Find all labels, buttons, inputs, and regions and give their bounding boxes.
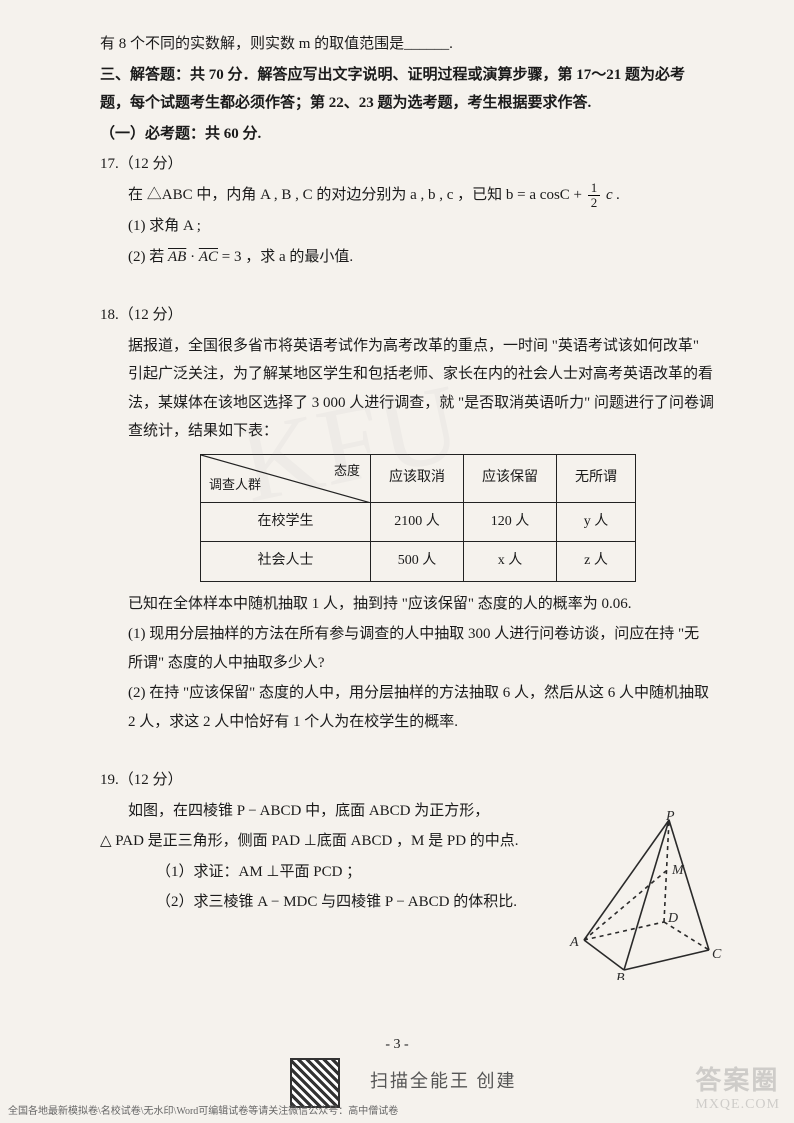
- q17-frac-num: 1: [588, 181, 601, 196]
- qrcode-label: 扫描全能王 创建: [370, 1067, 517, 1093]
- section3-header: 三、解答题：共 70 分．解答应写出文字说明、证明过程或演算步骤，第 17～21…: [100, 61, 714, 118]
- cell: 500 人: [371, 542, 464, 582]
- table-row: 在校学生 2100 人 120 人 y 人: [201, 502, 636, 542]
- label-B: B: [616, 971, 625, 980]
- q17-p2-pre: (2) 若: [128, 249, 168, 265]
- q18-para1: 据报道，全国很多省市将英语考试作为高考改革的重点，一时间 "英语考试该如何改革"…: [100, 332, 714, 446]
- cell: y 人: [557, 502, 636, 542]
- watermark-br-bot: MXQE.COM: [695, 1097, 780, 1113]
- q17-part2: (2) 若 AB · AC = 3 ，求 a 的最小值.: [100, 243, 714, 272]
- col-header: 应该取消: [371, 454, 464, 502]
- subsection-required: （一）必考题：共 60 分.: [100, 120, 714, 149]
- pyramid-figure: P A B C D M: [554, 810, 734, 980]
- cell: 2100 人: [371, 502, 464, 542]
- label-A: A: [569, 935, 579, 950]
- q17-body-text: 在 △ABC 中，内角 A , B , C 的对边分别为 a , b , c ，…: [128, 187, 582, 203]
- q18-part1: (1) 现用分层抽样的方法在所有参与调查的人中抽取 300 人进行问卷访谈，问应…: [100, 620, 714, 677]
- q18-para2: 已知在全体样本中随机抽取 1 人，抽到持 "应该保留" 态度的人的概率为 0.0…: [100, 590, 714, 619]
- q17-body-tail: c .: [606, 187, 620, 203]
- cell: x 人: [464, 542, 557, 582]
- col-header: 应该保留: [464, 454, 557, 502]
- diag-top-label: 态度: [334, 459, 360, 484]
- table-row: 社会人士 500 人 x 人 z 人: [201, 542, 636, 582]
- top-fragment: 有 8 个不同的实数解，则实数 m 的取值范围是______.: [100, 30, 714, 59]
- q19-number: 19.（12 分）: [100, 766, 714, 795]
- q17-vec-ab: AB: [168, 249, 186, 265]
- label-C: C: [712, 947, 722, 962]
- label-D: D: [667, 911, 678, 926]
- row-label: 在校学生: [201, 502, 371, 542]
- q18-number: 18.（12 分）: [100, 301, 714, 330]
- watermark-bottom-left: 全国各地最新模拟卷\名校试卷\无水印\Word可编辑试卷等请关注微信公众号：高中…: [8, 1102, 398, 1117]
- label-M: M: [671, 863, 685, 878]
- q17-frac-den: 2: [588, 196, 601, 210]
- q17-fraction: 1 2: [588, 181, 601, 211]
- diag-bot-label: 调查人群: [209, 473, 261, 498]
- table-diagonal-cell: 态度 调查人群: [201, 454, 371, 502]
- cell: 120 人: [464, 502, 557, 542]
- page-number: - 3 -: [385, 1037, 408, 1053]
- q17-vec-ac: AC: [199, 249, 218, 265]
- qrcode-icon: [290, 1058, 340, 1108]
- row-label: 社会人士: [201, 542, 371, 582]
- watermark-bottom-right: 答案圈 MXQE.COM: [695, 1060, 780, 1113]
- survey-table: 态度 调查人群 应该取消 应该保留 无所谓 在校学生 2100 人 120 人 …: [200, 454, 636, 582]
- label-P: P: [665, 810, 675, 824]
- q17-p2-post: = 3 ，求 a 的最小值.: [222, 249, 353, 265]
- q18-part2: (2) 在持 "应该保留" 态度的人中，用分层抽样的方法抽取 6 人，然后从这 …: [100, 679, 714, 736]
- table-header-row: 态度 调查人群 应该取消 应该保留 无所谓: [201, 454, 636, 502]
- cell: z 人: [557, 542, 636, 582]
- q17-part1: (1) 求角 A ;: [100, 212, 714, 241]
- q17-body: 在 △ABC 中，内角 A , B , C 的对边分别为 a , b , c ，…: [100, 181, 714, 211]
- watermark-br-top: 答案圈: [695, 1060, 780, 1097]
- col-header: 无所谓: [557, 454, 636, 502]
- q17-number: 17.（12 分）: [100, 150, 714, 179]
- q17-p2-dot: ·: [190, 249, 199, 265]
